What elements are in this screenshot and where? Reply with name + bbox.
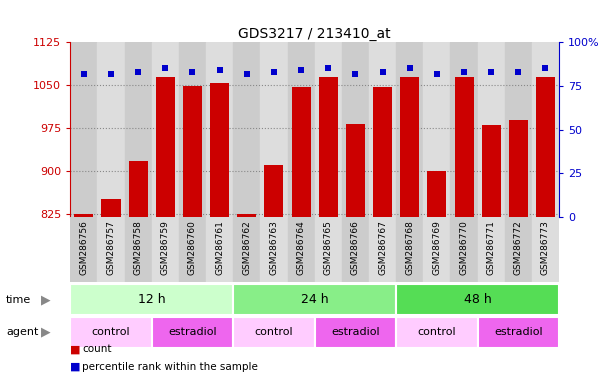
Bar <box>237 214 256 217</box>
Text: GSM286767: GSM286767 <box>378 220 387 275</box>
Bar <box>288 42 315 217</box>
Bar <box>505 217 532 282</box>
Bar <box>206 217 233 282</box>
Bar <box>396 217 423 282</box>
Bar <box>97 42 125 217</box>
Bar <box>450 217 478 282</box>
Bar <box>233 217 260 282</box>
Bar <box>536 77 555 217</box>
Bar <box>70 284 233 315</box>
Text: 12 h: 12 h <box>138 293 166 306</box>
Bar <box>156 77 175 217</box>
Bar <box>455 77 474 217</box>
Bar <box>183 86 202 217</box>
Bar <box>532 217 559 282</box>
Bar <box>129 161 148 217</box>
Bar <box>481 125 500 217</box>
Bar <box>423 42 450 217</box>
Bar <box>478 42 505 217</box>
Bar <box>125 217 152 282</box>
Bar <box>179 42 206 217</box>
Bar <box>400 77 419 217</box>
Text: control: control <box>417 327 456 337</box>
Text: ■: ■ <box>70 362 81 372</box>
Bar <box>152 42 179 217</box>
Bar <box>478 317 559 348</box>
Text: GSM286771: GSM286771 <box>487 220 496 275</box>
Bar <box>478 217 505 282</box>
Bar <box>369 217 396 282</box>
Text: GSM286761: GSM286761 <box>215 220 224 275</box>
Bar <box>265 166 284 217</box>
Bar <box>97 217 125 282</box>
Bar <box>315 42 342 217</box>
Bar <box>152 217 179 282</box>
Text: GSM286772: GSM286772 <box>514 220 523 275</box>
Bar <box>509 119 528 217</box>
Bar <box>260 42 288 217</box>
Bar <box>75 214 93 217</box>
Text: GSM286770: GSM286770 <box>459 220 469 275</box>
Text: GSM286764: GSM286764 <box>296 220 306 275</box>
Text: GSM286758: GSM286758 <box>134 220 142 275</box>
Bar <box>373 88 392 217</box>
Text: ▶: ▶ <box>41 326 51 339</box>
Text: control: control <box>92 327 130 337</box>
Text: GSM286769: GSM286769 <box>433 220 441 275</box>
Bar <box>315 317 396 348</box>
Bar <box>319 77 338 217</box>
Text: GSM286759: GSM286759 <box>161 220 170 275</box>
Text: GSM286768: GSM286768 <box>405 220 414 275</box>
Bar <box>315 217 342 282</box>
Bar <box>70 42 97 217</box>
Bar <box>396 317 478 348</box>
Text: estradiol: estradiol <box>168 327 217 337</box>
Bar <box>532 42 559 217</box>
Text: estradiol: estradiol <box>494 327 543 337</box>
Bar <box>233 42 260 217</box>
Bar <box>396 42 423 217</box>
Text: 48 h: 48 h <box>464 293 491 306</box>
Bar <box>342 42 369 217</box>
Text: 24 h: 24 h <box>301 293 329 306</box>
Text: count: count <box>82 344 112 354</box>
Text: GSM286757: GSM286757 <box>106 220 115 275</box>
Bar <box>152 317 233 348</box>
Text: percentile rank within the sample: percentile rank within the sample <box>82 362 258 372</box>
Bar <box>233 317 315 348</box>
Bar <box>346 124 365 217</box>
Bar <box>70 317 152 348</box>
Bar <box>70 217 97 282</box>
Text: estradiol: estradiol <box>331 327 379 337</box>
Text: ▶: ▶ <box>41 293 51 306</box>
Bar <box>233 284 396 315</box>
Text: GSM286760: GSM286760 <box>188 220 197 275</box>
Bar <box>369 42 396 217</box>
Bar <box>423 217 450 282</box>
Bar <box>291 88 310 217</box>
Bar <box>210 83 229 217</box>
Bar <box>396 284 559 315</box>
Bar <box>179 217 206 282</box>
Text: control: control <box>255 327 293 337</box>
Bar <box>427 171 447 217</box>
Bar <box>505 42 532 217</box>
Bar <box>125 42 152 217</box>
Text: time: time <box>6 295 31 305</box>
Text: ■: ■ <box>70 344 81 354</box>
Bar <box>101 199 120 217</box>
Bar <box>206 42 233 217</box>
Title: GDS3217 / 213410_at: GDS3217 / 213410_at <box>238 27 391 41</box>
Text: GSM286766: GSM286766 <box>351 220 360 275</box>
Text: agent: agent <box>6 327 38 337</box>
Bar <box>288 217 315 282</box>
Bar <box>450 42 478 217</box>
Text: GSM286756: GSM286756 <box>79 220 89 275</box>
Text: GSM286773: GSM286773 <box>541 220 550 275</box>
Text: GSM286762: GSM286762 <box>243 220 251 275</box>
Bar <box>260 217 288 282</box>
Text: GSM286765: GSM286765 <box>324 220 333 275</box>
Text: GSM286763: GSM286763 <box>269 220 279 275</box>
Bar <box>342 217 369 282</box>
